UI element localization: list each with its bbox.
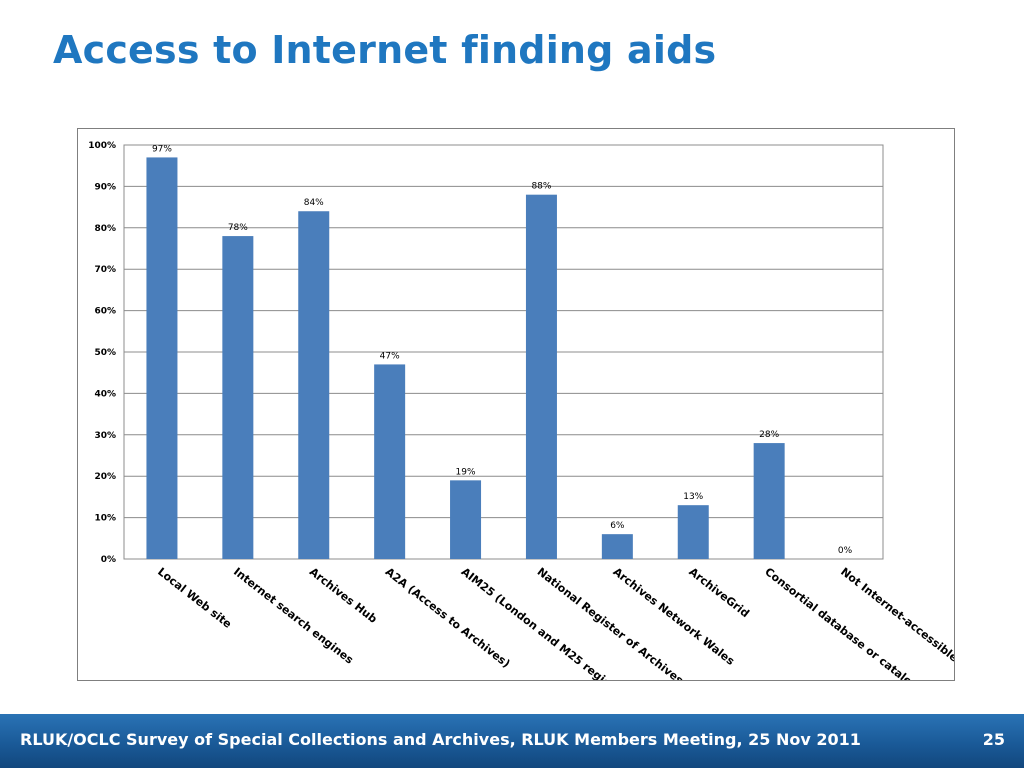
y-tick-label: 100%	[88, 141, 116, 151]
y-tick-label: 90%	[94, 182, 116, 192]
y-tick-label: 50%	[94, 348, 116, 358]
category-label: Local Web site	[155, 565, 234, 631]
bar	[146, 157, 178, 560]
data-label: 78%	[228, 223, 248, 233]
category-label: Internet search engines	[231, 565, 356, 667]
category-label: National Register of Archives	[535, 565, 686, 680]
footer-bar: RLUK/OCLC Survey of Special Collections …	[0, 714, 1024, 768]
bar	[222, 236, 254, 559]
category-label: Archives Hub	[307, 565, 380, 626]
y-tick-label: 30%	[94, 431, 116, 441]
y-tick-label: 10%	[94, 514, 116, 524]
bar	[525, 194, 557, 559]
data-label: 28%	[759, 430, 779, 440]
y-tick-label: 70%	[94, 265, 116, 275]
data-label: 19%	[456, 467, 476, 477]
plot-area-border	[123, 144, 884, 560]
y-tick-label: 60%	[94, 307, 116, 317]
data-label: 0%	[838, 546, 853, 556]
data-label: 97%	[152, 144, 172, 154]
page-number: 25	[982, 730, 1005, 749]
category-label: A2A (Access to Archives)	[383, 565, 513, 670]
category-label: Not Internet-accessible	[838, 565, 954, 664]
bar	[601, 534, 633, 559]
y-tick-label: 0%	[101, 555, 116, 565]
data-label: 13%	[683, 492, 703, 502]
category-label: Archives Network Wales	[611, 565, 738, 668]
bar	[450, 480, 482, 559]
slide-title: Access to Internet finding aids	[53, 28, 717, 72]
footer-text: RLUK/OCLC Survey of Special Collections …	[20, 730, 861, 749]
data-label: 88%	[531, 182, 551, 192]
bar	[677, 505, 709, 559]
category-label: ArchiveGrid	[686, 565, 751, 620]
data-label: 47%	[380, 351, 400, 361]
bar	[374, 364, 406, 559]
data-label: 6%	[610, 521, 625, 531]
bar-chart: 0% 10% 20% 30% 40% 50% 60% 70% 80% 90% 100% 97% Loca…	[88, 141, 954, 680]
bar	[298, 211, 330, 559]
y-tick-label: 20%	[94, 472, 116, 482]
y-tick-label: 80%	[94, 224, 116, 234]
y-tick-label: 40%	[94, 389, 116, 399]
chart-frame: 0% 10% 20% 30% 40% 50% 60% 70% 80% 90% 100% 97% Loca…	[77, 128, 955, 681]
category-label: Consortial database or catalog	[762, 565, 920, 680]
bar	[753, 443, 785, 559]
data-label: 84%	[304, 198, 324, 208]
